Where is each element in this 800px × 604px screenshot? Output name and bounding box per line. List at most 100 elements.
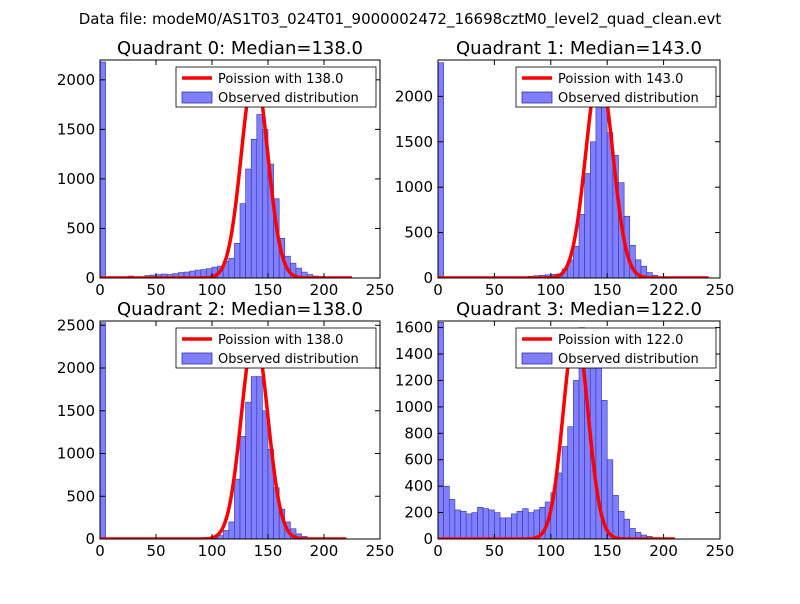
legend-observed-label: Observed distribution xyxy=(218,91,359,106)
histogram-bar xyxy=(585,174,591,278)
legend-observed-label: Observed distribution xyxy=(218,352,359,367)
x-tick-label: 150 xyxy=(593,542,622,560)
histogram-bar xyxy=(223,530,229,539)
x-tick-label: 250 xyxy=(706,542,735,560)
histogram-bar xyxy=(500,518,506,539)
y-tick-label: 1600 xyxy=(395,319,433,337)
histogram-bar xyxy=(100,323,106,539)
histogram-bar xyxy=(240,436,246,539)
x-tick-label: 0 xyxy=(433,281,443,299)
histogram-bar xyxy=(461,511,467,539)
x-tick-label: 50 xyxy=(485,281,504,299)
histogram-bar xyxy=(449,499,455,539)
histogram-bar xyxy=(613,495,619,539)
histogram-bar xyxy=(246,169,252,278)
x-tick-label: 250 xyxy=(366,281,395,299)
legend-observed-swatch xyxy=(182,353,212,364)
y-tick-label: 1000 xyxy=(57,170,95,188)
y-tick-label: 2000 xyxy=(395,87,433,105)
y-tick-label: 1000 xyxy=(395,398,433,416)
y-tick-label: 2500 xyxy=(57,316,95,334)
x-tick-label: 150 xyxy=(593,281,622,299)
legend-observed-label: Observed distribution xyxy=(558,91,699,106)
histogram-bar xyxy=(100,62,106,278)
histogram-bar xyxy=(506,518,512,539)
legend-observed-label: Observed distribution xyxy=(558,352,699,367)
histogram-bar xyxy=(573,246,579,278)
histogram-bar xyxy=(438,322,444,539)
histogram-bar xyxy=(483,509,489,539)
legend-observed-swatch xyxy=(522,92,552,103)
legend-observed-swatch xyxy=(522,353,552,364)
y-tick-label: 600 xyxy=(404,451,433,469)
y-tick-label: 800 xyxy=(404,424,433,442)
histogram-bar xyxy=(489,510,495,539)
legend: Poission with 138.0 Observed distribution xyxy=(176,67,376,107)
histogram-bar xyxy=(251,377,257,539)
histogram-bar xyxy=(590,142,596,278)
x-tick-label: 200 xyxy=(649,281,678,299)
histogram-bar xyxy=(511,514,517,539)
y-tick-label: 0 xyxy=(85,530,95,548)
histogram-bar xyxy=(466,514,472,539)
histogram-bar xyxy=(602,87,608,278)
y-tick-label: 1000 xyxy=(395,178,433,196)
y-tick-label: 1200 xyxy=(395,371,433,389)
y-tick-label: 500 xyxy=(404,224,433,242)
y-tick-label: 1500 xyxy=(57,402,95,420)
x-tick-label: 200 xyxy=(649,542,678,560)
histogram-bar xyxy=(523,509,529,539)
figure-suptitle: Data file: modeM0/AS1T03_024T01_90000024… xyxy=(79,10,722,29)
legend-poisson-label: Poission with 122.0 xyxy=(558,333,683,348)
y-tick-label: 500 xyxy=(66,219,95,237)
histogram-bar xyxy=(596,105,602,278)
histogram-bar xyxy=(438,63,444,278)
x-tick-label: 50 xyxy=(146,281,165,299)
x-tick-label: 200 xyxy=(310,542,339,560)
histogram-bar xyxy=(229,258,235,278)
chart-title: Quadrant 0: Median=138.0 xyxy=(117,38,363,59)
x-tick-label: 100 xyxy=(198,542,227,560)
histogram-bar xyxy=(477,507,483,539)
legend-poisson-label: Poission with 138.0 xyxy=(218,333,343,348)
x-tick-label: 250 xyxy=(366,542,395,560)
x-tick-label: 150 xyxy=(254,542,283,560)
legend-observed-swatch xyxy=(182,92,212,103)
x-tick-label: 0 xyxy=(433,542,443,560)
x-tick-label: 50 xyxy=(485,542,504,560)
x-tick-label: 100 xyxy=(536,542,565,560)
x-tick-label: 150 xyxy=(254,281,283,299)
y-tick-label: 1500 xyxy=(395,133,433,151)
x-tick-label: 200 xyxy=(310,281,339,299)
x-tick-label: 0 xyxy=(95,542,105,560)
histogram-bar xyxy=(624,519,630,539)
histogram-bar xyxy=(618,511,624,539)
histogram-bar xyxy=(234,243,240,278)
x-tick-label: 0 xyxy=(95,281,105,299)
chart-title: Quadrant 1: Median=143.0 xyxy=(456,38,702,59)
x-tick-label: 250 xyxy=(706,281,735,299)
x-tick-label: 50 xyxy=(146,542,165,560)
y-tick-label: 0 xyxy=(85,269,95,287)
histogram-bar xyxy=(607,460,613,539)
legend: Poission with 122.0 Observed distribution xyxy=(516,328,716,368)
y-tick-label: 400 xyxy=(404,477,433,495)
histogram-bar xyxy=(229,522,235,539)
histogram-bar xyxy=(528,513,534,539)
histogram-bar xyxy=(562,447,568,539)
y-tick-label: 200 xyxy=(404,504,433,522)
y-tick-label: 500 xyxy=(66,487,95,505)
histogram-bar xyxy=(517,511,523,539)
histogram-bar xyxy=(568,427,574,539)
legend-poisson-label: Poission with 138.0 xyxy=(218,72,343,87)
histogram-bar xyxy=(444,486,450,539)
y-tick-label: 0 xyxy=(423,269,433,287)
chart-title: Quadrant 2: Median=138.0 xyxy=(117,299,363,320)
histogram-bar xyxy=(579,214,585,278)
